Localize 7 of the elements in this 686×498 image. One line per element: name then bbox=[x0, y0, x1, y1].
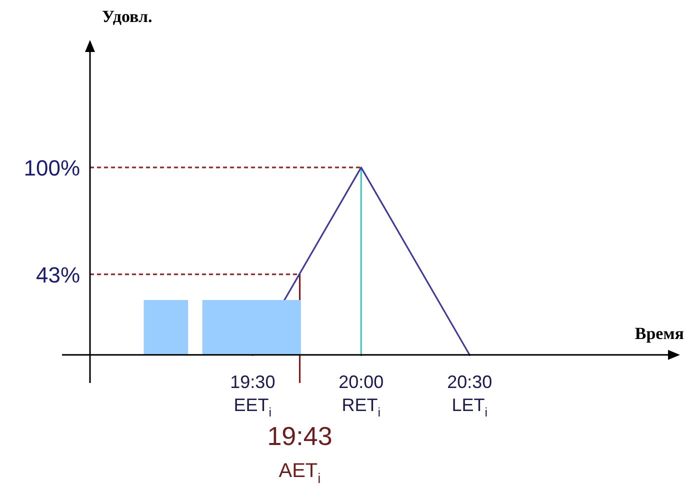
y-tick-label: 100% bbox=[24, 155, 80, 180]
x-axis-title: Время bbox=[634, 324, 684, 343]
y-tick-label: 43% bbox=[36, 262, 80, 288]
x-tick-label: 19:30 bbox=[230, 372, 276, 392]
x-tick-label: 20:30 bbox=[447, 372, 492, 392]
y-axis-title: Удовл. bbox=[102, 7, 152, 26]
x-tick-label: 20:00 bbox=[338, 372, 384, 392]
